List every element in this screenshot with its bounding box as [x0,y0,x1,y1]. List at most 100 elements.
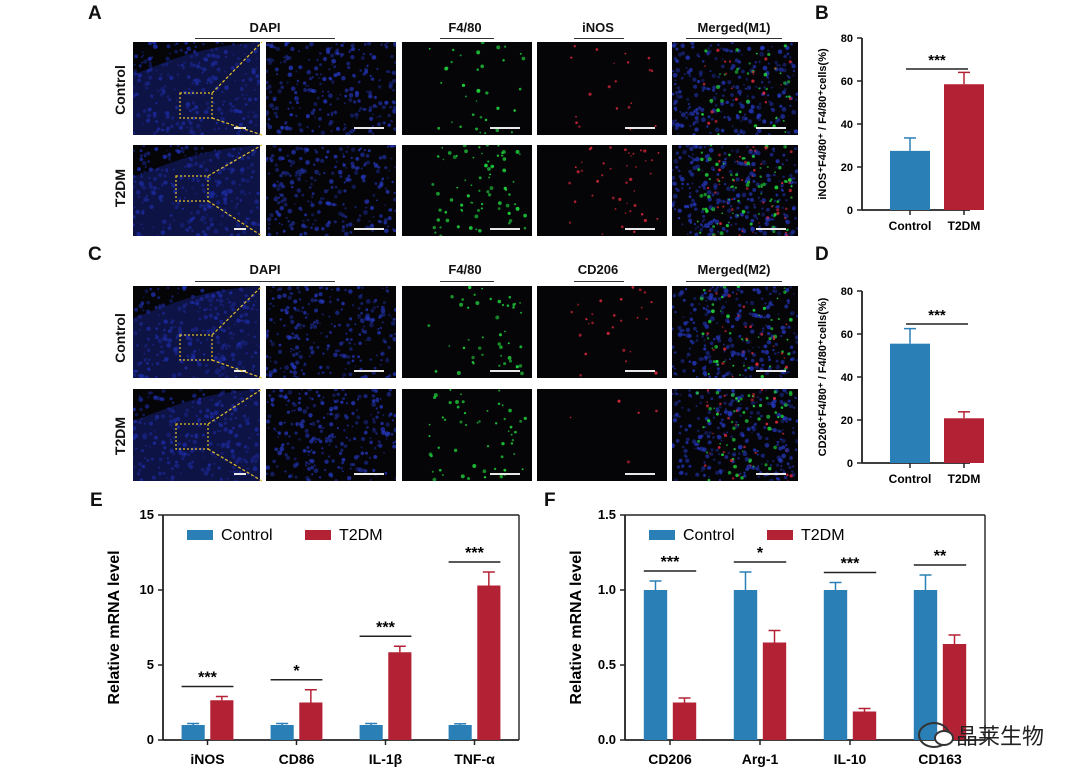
micrograph-r2-c4 [537,145,667,236]
bar-control-0 [181,725,205,740]
bar-control-1 [733,590,758,740]
bar-control [890,343,930,463]
scale-bar [625,370,655,372]
y-tick-label: 0.0 [598,732,616,747]
y-tick-label: 60 [841,76,853,88]
y-tick-label: 40 [841,372,853,384]
bar-t2dm-3 [942,644,967,740]
x-tick-label: T2DM [948,472,981,486]
legend-label-t2dm: T2DM [339,527,383,544]
micrograph-r3-c2 [266,286,396,378]
x-tick-label: IL-10 [834,751,867,767]
legend-label-control: Control [683,527,735,544]
y-tick-label: 0 [847,458,853,470]
column-header-f480-a: F4/80 [448,20,482,35]
scale-bar [234,370,246,372]
y-tick-label: 40 [841,119,853,131]
y-axis-label: Relative mRNA level [106,550,123,704]
column-underline [574,38,624,39]
scale-bar [625,473,655,475]
y-axis-label: CD206⁺F4/80⁺ / F4/80⁺cells(%) [817,297,829,456]
column-underline [686,281,782,282]
y-tick-label: 20 [841,162,853,174]
column-header-inos: iNOS [582,20,614,35]
panel-letter-a: A [88,3,102,24]
legend-swatch-control [187,530,213,540]
y-tick-label: 10 [140,582,154,597]
y-tick-label: 20 [841,415,853,427]
scale-bar [354,228,384,230]
x-tick-label: CD206 [648,751,692,767]
scale-bar [756,370,786,372]
x-tick-label: Control [889,219,932,233]
y-tick-label: 1.5 [598,507,616,522]
column-header-merged-m1: Merged(M1) [697,20,771,35]
panel-letter-f: F [544,490,556,511]
legend-label-t2dm: T2DM [801,527,845,544]
column-header-f480-c: F4/80 [448,262,482,277]
legend-swatch-control [649,530,675,540]
x-tick-label: CD86 [279,751,315,767]
watermark-text: 晶莱生物 [955,725,1044,750]
scale-bar [354,370,384,372]
bar-control-3 [448,725,472,740]
scale-bar [490,228,520,230]
column-underline [574,281,624,282]
column-header-dapi-c: DAPI [249,262,281,277]
bar-t2dm [944,418,984,463]
y-tick-label: 0.5 [598,657,616,672]
significance-marker: *** [198,670,217,687]
micrograph-r4-c2 [266,389,396,481]
column-underline [686,38,782,39]
micrograph-r1-c1 [133,42,260,135]
scale-bar [490,473,520,475]
bar-t2dm-3 [477,585,501,740]
micrograph-r1-c2 [266,42,396,135]
bar-control-1 [270,725,294,740]
scale-bar [756,127,786,129]
micrograph-r4-c1 [133,389,260,481]
column-header-dapi-a: DAPI [249,20,281,35]
significance-marker: *** [661,554,680,571]
micrograph-r1-c5 [672,42,798,135]
significance-marker: *** [465,545,484,562]
y-tick-label: 15 [140,507,154,522]
scale-bar [234,473,246,475]
micrograph-r2-c2 [266,145,396,236]
micrograph-r1-c4 [537,42,667,135]
column-underline [195,281,335,282]
bar-t2dm-1 [299,702,323,740]
bar-control-3 [913,590,938,740]
y-tick-label: 0 [847,205,853,217]
bar-t2dm-2 [388,652,412,740]
micrograph-r4-c4 [537,389,667,481]
x-tick-label: IL-1β [369,751,403,767]
watermark: 晶莱生物 [917,719,1044,751]
scale-bar [490,127,520,129]
x-tick-label: TNF-α [454,751,495,767]
x-tick-label: iNOS [190,751,224,767]
legend-swatch-t2dm [767,530,793,540]
micrograph-r2-c5 [672,145,798,236]
scale-bar [625,228,655,230]
significance-marker: *** [841,556,860,573]
micrograph-r3-c4 [537,286,667,378]
scale-bar [756,228,786,230]
legend-label-control: Control [221,527,273,544]
micrograph-r3-c5 [672,286,798,378]
column-header-merged-m2: Merged(M2) [697,262,771,277]
panel-letter-b: B [815,3,829,24]
bar-t2dm [944,84,984,210]
significance-marker: *** [376,619,395,636]
bar-control [890,150,930,210]
y-tick-label: 5 [147,657,154,672]
micrograph-r4-c5 [672,389,798,481]
scale-bar [756,473,786,475]
column-underline [440,38,494,39]
scale-bar [354,473,384,475]
y-tick-label: 80 [841,33,853,45]
x-tick-label: CD163 [918,751,962,767]
micrograph-r2-c3 [402,145,532,236]
